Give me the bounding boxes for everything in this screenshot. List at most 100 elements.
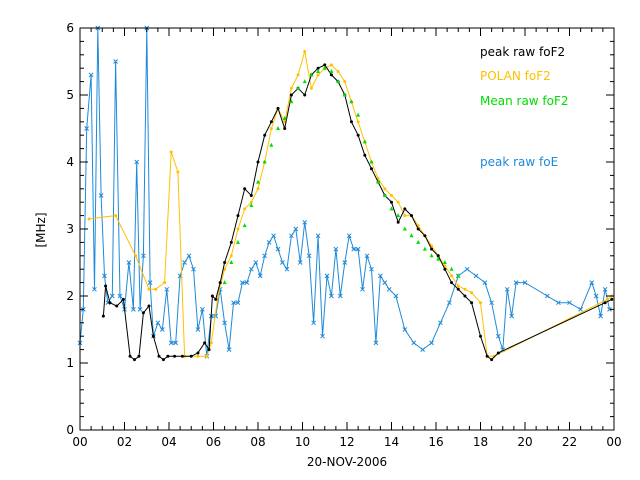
x-tick-label: 18 <box>473 435 488 449</box>
data-point <box>88 72 94 78</box>
data-point <box>373 340 379 346</box>
data-point <box>296 73 300 77</box>
data-point <box>131 307 136 312</box>
data-point <box>164 286 170 292</box>
data-point <box>316 66 320 70</box>
data-point <box>450 274 454 278</box>
data-point <box>316 69 321 74</box>
data-point <box>249 203 254 208</box>
data-point <box>351 246 357 252</box>
data-point <box>205 354 209 358</box>
data-point <box>342 92 347 97</box>
data-point <box>495 333 501 339</box>
y-tick-label: 0 <box>66 423 74 437</box>
data-point <box>196 354 200 358</box>
data-point <box>231 300 236 306</box>
data-point <box>253 260 259 265</box>
data-point <box>200 307 205 312</box>
data-point <box>276 126 281 130</box>
data-point <box>490 358 494 362</box>
data-point <box>589 280 595 285</box>
data-point <box>180 354 184 358</box>
data-point <box>315 233 321 239</box>
data-point <box>456 284 460 288</box>
data-point <box>222 280 227 285</box>
series-mean-raw-fof2 <box>222 65 461 285</box>
data-point <box>429 340 434 346</box>
data-point <box>126 260 132 265</box>
legend-entry: POLAN foF2 <box>480 69 551 83</box>
x-axis-label: 20-NOV-2006 <box>307 455 387 469</box>
data-point <box>109 293 115 299</box>
data-point <box>349 99 354 104</box>
data-point <box>610 297 614 301</box>
legend: peak raw foF2 POLAN foF2 Mean raw foF2 peak… <box>480 45 569 169</box>
data-point <box>191 266 196 272</box>
data-point <box>168 340 174 346</box>
data-point <box>485 354 489 358</box>
data-point <box>423 234 427 238</box>
data-point <box>303 93 307 97</box>
data-point <box>102 273 107 279</box>
data-point <box>479 301 482 305</box>
data-point <box>438 320 443 326</box>
data-point <box>256 187 260 191</box>
data-point <box>163 281 167 285</box>
x-tick-label: 14 <box>384 435 399 449</box>
data-point <box>567 300 572 306</box>
data-point <box>449 266 454 271</box>
data-point <box>343 80 347 84</box>
series-layer <box>77 25 614 362</box>
data-point <box>182 260 187 265</box>
data-point <box>446 300 452 306</box>
data-point <box>114 214 118 218</box>
data-point <box>157 354 161 358</box>
data-point <box>422 246 427 251</box>
x-tick-label: 00 <box>72 435 87 449</box>
data-point <box>463 294 467 298</box>
data-point <box>235 239 240 244</box>
data-point <box>196 351 200 355</box>
x-tick-label: 12 <box>339 435 354 449</box>
data-point <box>235 300 241 306</box>
data-point <box>482 280 488 285</box>
data-point <box>195 327 201 332</box>
data-point <box>556 300 561 306</box>
data-point <box>203 341 207 345</box>
data-point <box>396 213 401 218</box>
y-tick-label: 3 <box>66 222 74 236</box>
data-point <box>263 133 267 137</box>
data-point <box>402 226 407 231</box>
data-point <box>236 214 240 218</box>
data-point <box>342 260 348 265</box>
data-point <box>186 253 192 259</box>
data-point <box>284 266 290 272</box>
data-point <box>159 327 165 332</box>
data-point <box>509 313 515 319</box>
data-point <box>176 170 180 174</box>
data-point <box>356 120 360 124</box>
data-point <box>269 142 274 147</box>
x-tick-label: 22 <box>562 435 577 449</box>
data-point <box>436 256 441 261</box>
y-tick-label: 4 <box>66 155 74 169</box>
y-axis-label: [MHz] <box>34 212 48 247</box>
x-tick-label: 10 <box>295 435 310 449</box>
data-point <box>115 304 119 308</box>
data-point <box>416 239 421 244</box>
data-point <box>289 93 293 97</box>
x-tick-label: 02 <box>117 435 132 449</box>
data-point <box>121 297 125 301</box>
data-point <box>522 280 528 285</box>
data-point <box>262 253 268 259</box>
data-point <box>383 187 387 191</box>
data-point <box>416 227 420 231</box>
data-point <box>364 253 370 259</box>
data-point <box>155 320 161 326</box>
data-point <box>269 120 273 124</box>
x-tick-label: 16 <box>428 435 443 449</box>
data-point <box>323 63 327 67</box>
data-point <box>229 254 233 258</box>
data-point <box>243 187 247 191</box>
data-point <box>137 354 141 358</box>
